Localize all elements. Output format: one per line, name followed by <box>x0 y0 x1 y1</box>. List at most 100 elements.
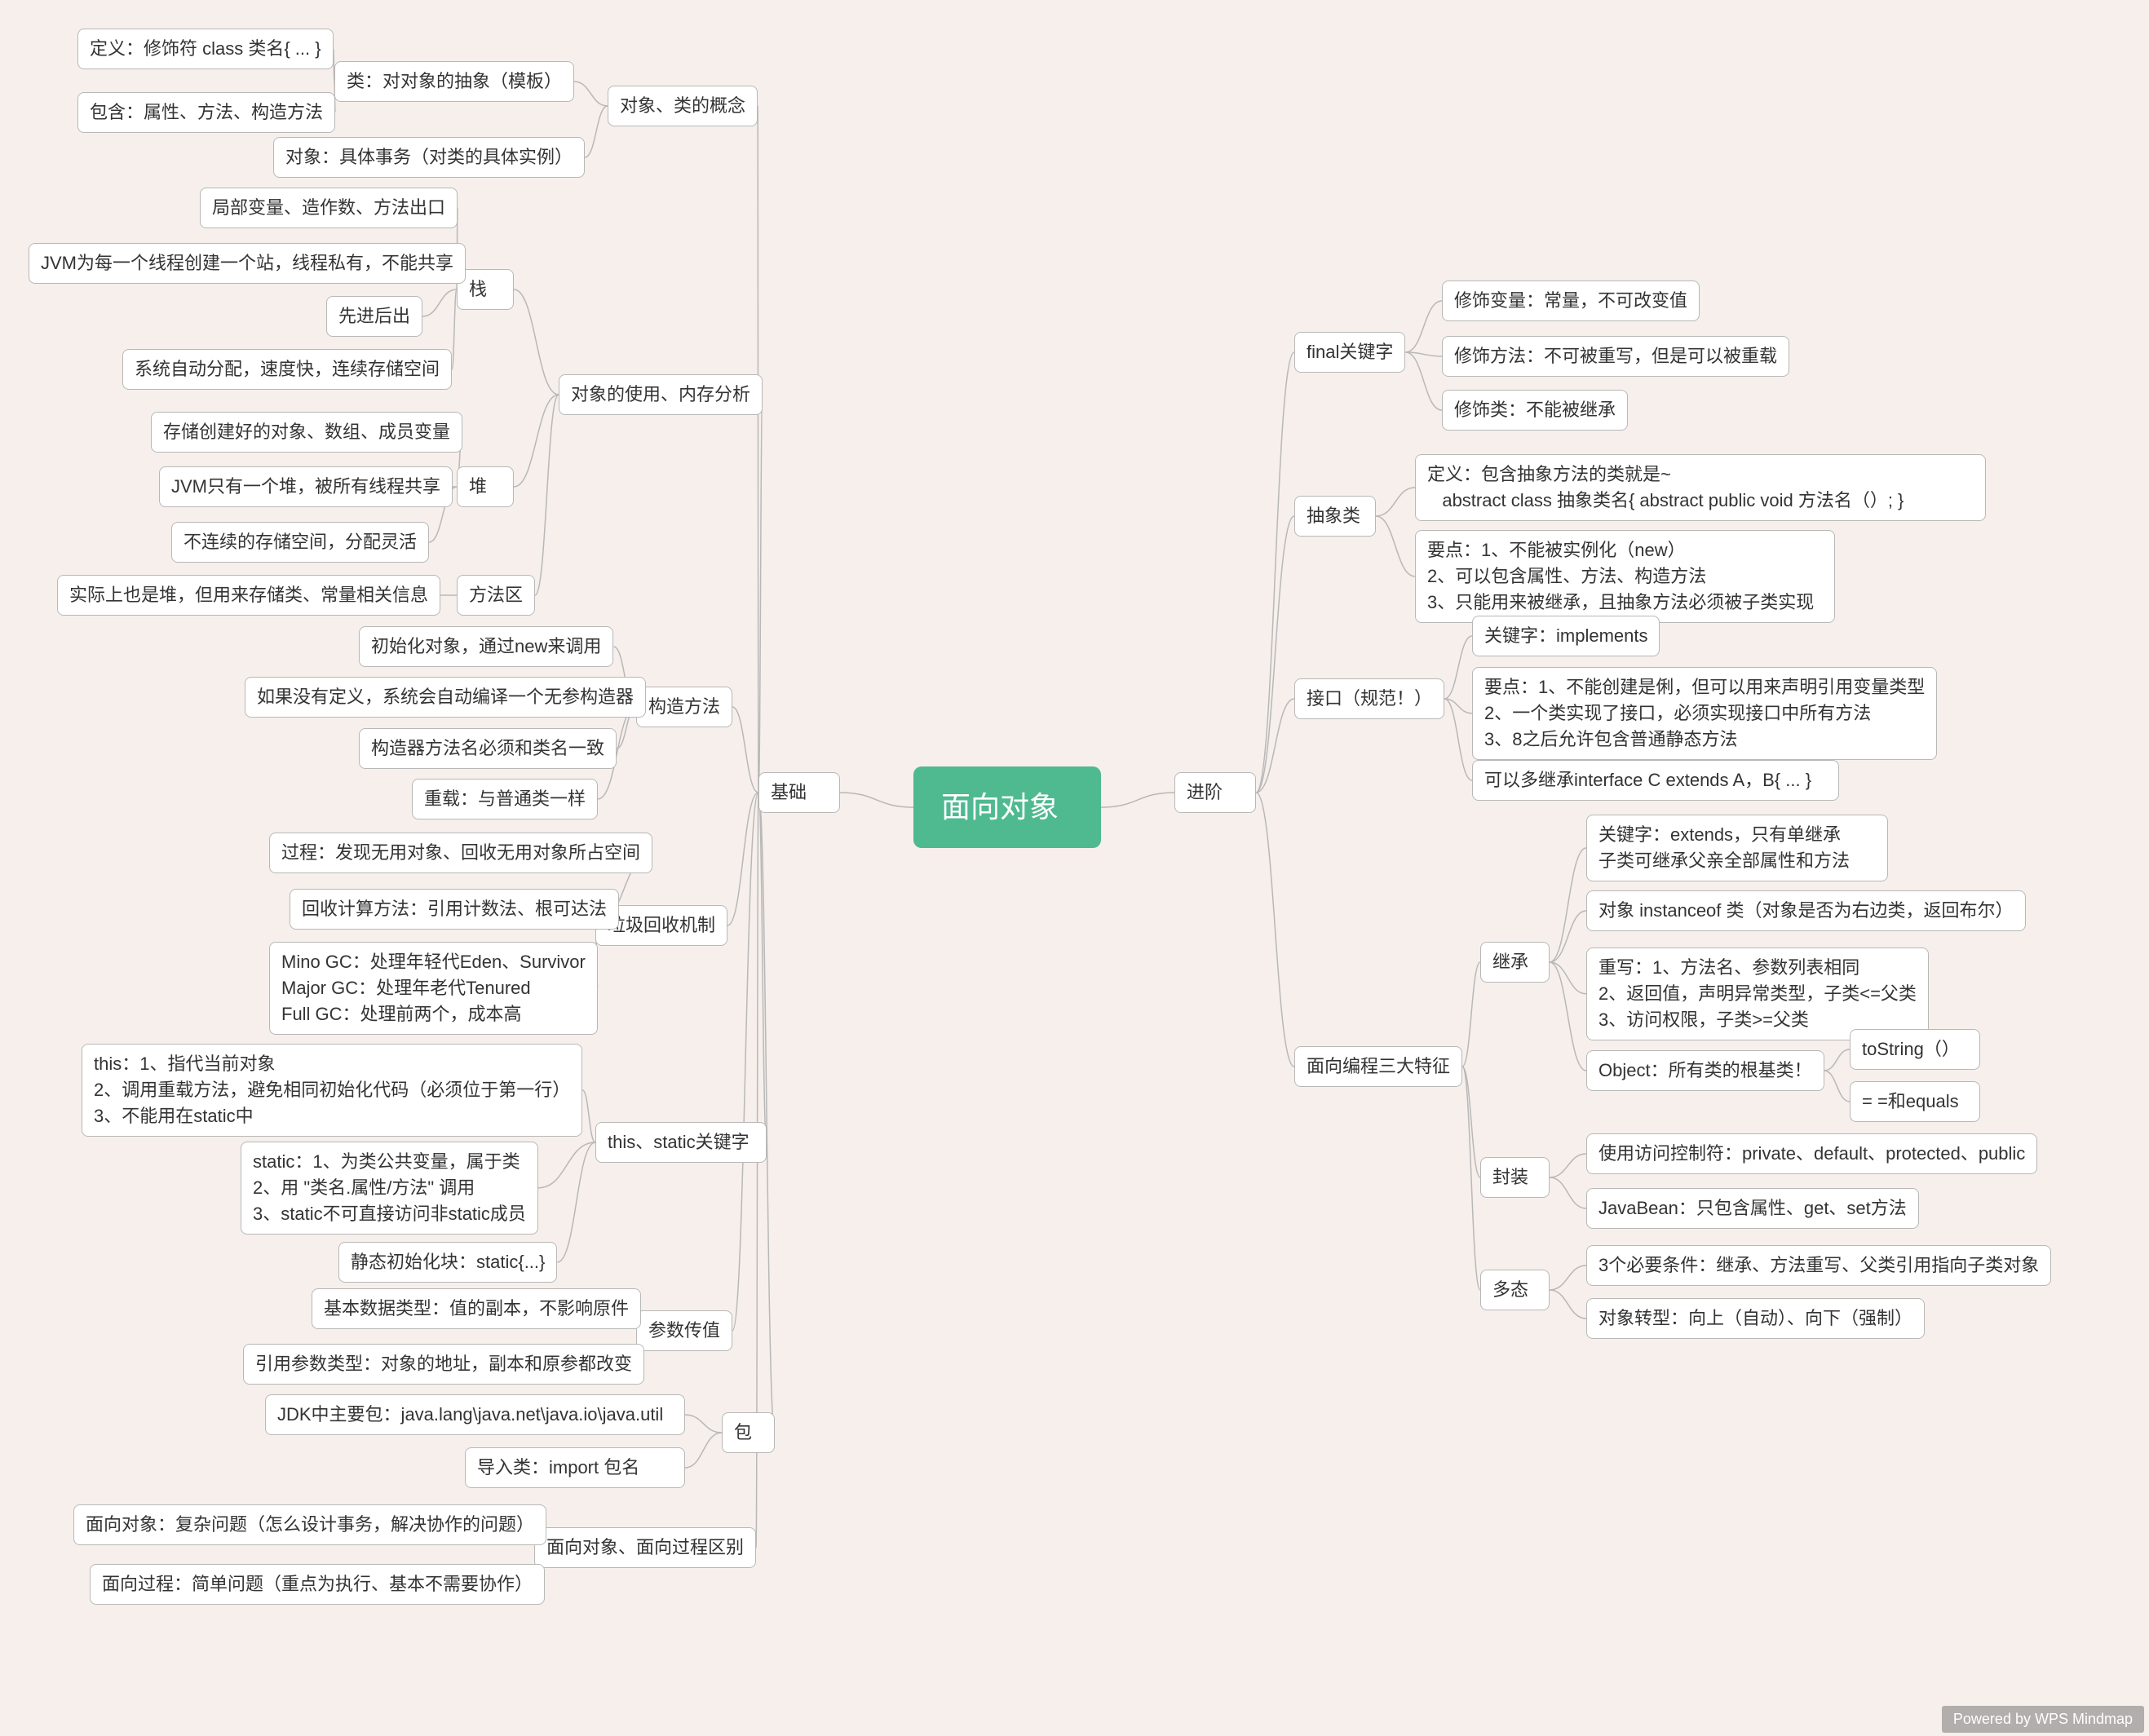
node-in4b[interactable]: = =和equals <box>1850 1081 1980 1122</box>
node-in4[interactable]: Object：所有类的根基类！ <box>1586 1050 1824 1091</box>
edge-adv-final <box>1256 352 1294 793</box>
node-pa2[interactable]: 引用参数类型：对象的地址，副本和原参都改变 <box>243 1344 644 1385</box>
node-st4[interactable]: 系统自动分配，速度快，连续存储空间 <box>122 349 452 390</box>
node-objcls[interactable]: 对象、类的概念 <box>608 86 758 126</box>
node-fn2[interactable]: 修饰方法：不可被重写，但是可以被重载 <box>1442 336 1789 377</box>
edge-basic-memuse <box>758 395 763 793</box>
node-pl2[interactable]: 对象转型：向上（自动）、向下（强制） <box>1586 1298 1925 1339</box>
node-abstr[interactable]: 抽象类 <box>1294 496 1376 537</box>
node-pa1[interactable]: 基本数据类型：值的副本，不影响原件 <box>312 1288 641 1329</box>
node-in1[interactable]: 关键字：extends，只有单继承 子类可继承父亲全部属性和方法 <box>1586 815 1888 881</box>
edge-inh-in3 <box>1550 962 1586 994</box>
node-if1[interactable]: 关键字：implements <box>1472 616 1660 656</box>
node-hp2[interactable]: JVM只有一个堆，被所有线程共享 <box>159 466 453 507</box>
node-thst[interactable]: this、static关键字 <box>595 1122 767 1163</box>
node-param[interactable]: 参数传值 <box>636 1310 732 1351</box>
edge-final-fn1 <box>1405 301 1442 352</box>
node-final[interactable]: final关键字 <box>1294 332 1405 373</box>
node-gc1[interactable]: 过程：发现无用对象、回收无用对象所占空间 <box>269 833 652 873</box>
node-th2[interactable]: static：1、为类公共变量，属于类 2、用 "类名.属性/方法" 调用 3、… <box>241 1142 538 1235</box>
edge-memuse-mtd <box>535 395 559 595</box>
edge-poly-pl2 <box>1550 1290 1586 1319</box>
node-mtd[interactable]: 方法区 <box>457 575 535 616</box>
node-th1[interactable]: this：1、指代当前对象 2、调用重载方法，避免相同初始化代码（必须位于第一行… <box>82 1044 582 1137</box>
node-three[interactable]: 面向编程三大特征 <box>1294 1046 1462 1087</box>
edge-three-inh <box>1462 962 1480 1067</box>
edge-basic-gc <box>727 793 758 925</box>
node-if2[interactable]: 要点：1、不能创建是俐，但可以用来声明引用变量类型 2、一个类实现了接口，必须实… <box>1472 667 1937 760</box>
watermark-badge: Powered by WPS Mindmap <box>1942 1706 2144 1733</box>
edge-basic-ctor <box>732 707 758 793</box>
node-cls_inc[interactable]: 包含：属性、方法、构造方法 <box>77 92 335 133</box>
node-ct1[interactable]: 初始化对象，通过new来调用 <box>359 626 613 667</box>
node-ct4[interactable]: 重载：与普通类一样 <box>412 779 598 819</box>
node-heap[interactable]: 堆 <box>457 466 514 507</box>
node-df2[interactable]: 面向过程：简单问题（重点为执行、基本不需要协作） <box>90 1564 545 1605</box>
node-mtd1[interactable]: 实际上也是堆，但用来存储类、常量相关信息 <box>57 575 440 616</box>
edge-final-fn3 <box>1405 352 1442 410</box>
node-pk1[interactable]: JDK中主要包：java.lang\java.net\java.io\java.… <box>265 1394 685 1435</box>
node-ct2[interactable]: 如果没有定义，系统会自动编译一个无参构造器 <box>245 677 646 718</box>
node-inh[interactable]: 继承 <box>1480 942 1550 983</box>
node-obj[interactable]: 对象：具体事务（对类的具体实例） <box>273 137 585 178</box>
edge-objcls-cls <box>574 82 608 106</box>
node-hp1[interactable]: 存储创建好的对象、数组、成员变量 <box>151 412 462 453</box>
edge-inh-in1 <box>1550 848 1586 962</box>
node-ctor[interactable]: 构造方法 <box>636 687 732 727</box>
node-st2[interactable]: JVM为每一个线程创建一个站，线程私有，不能共享 <box>29 243 466 284</box>
node-en2[interactable]: JavaBean：只包含属性、get、set方法 <box>1586 1188 1919 1229</box>
node-st1[interactable]: 局部变量、造作数、方法出口 <box>200 188 458 228</box>
node-ab1[interactable]: 定义：包含抽象方法的类就是~ abstract class 抽象类名{ abst… <box>1415 454 1986 521</box>
edge-inh-in4 <box>1550 962 1586 1071</box>
edge-abstr-ab2 <box>1376 516 1415 576</box>
node-fn3[interactable]: 修饰类：不能被继承 <box>1442 390 1628 431</box>
node-in4a[interactable]: toString（） <box>1850 1029 1980 1070</box>
node-en1[interactable]: 使用访问控制符：private、default、protected、public <box>1586 1133 2037 1174</box>
node-cls[interactable]: 类：对对象的抽象（模板） <box>334 61 574 102</box>
edge-iface-if1 <box>1444 636 1472 699</box>
node-iface[interactable]: 接口（规范！） <box>1294 678 1444 719</box>
edge-in4-in4b <box>1824 1071 1850 1102</box>
node-root[interactable]: 面向对象 <box>913 766 1101 848</box>
edge-thst-th1 <box>582 1090 595 1142</box>
edge-objcls-obj <box>585 106 608 157</box>
node-pl1[interactable]: 3个必要条件：继承、方法重写、父类引用指向子类对象 <box>1586 1245 2051 1286</box>
node-pkg[interactable]: 包 <box>722 1412 775 1453</box>
edge-thst-th2 <box>538 1142 595 1188</box>
node-diff[interactable]: 面向对象、面向过程区别 <box>534 1527 756 1568</box>
node-enc[interactable]: 封装 <box>1480 1157 1550 1198</box>
node-basic[interactable]: 基础 <box>758 772 840 813</box>
node-memuse[interactable]: 对象的使用、内存分析 <box>559 374 763 415</box>
edge-basic-param <box>732 793 758 1331</box>
edge-basic-thst <box>758 793 767 1142</box>
node-th3[interactable]: 静态初始化块：static{...} <box>338 1242 557 1283</box>
node-poly[interactable]: 多态 <box>1480 1270 1550 1310</box>
node-hp3[interactable]: 不连续的存储空间，分配灵活 <box>171 522 429 563</box>
edge-adv-abstr <box>1256 516 1294 793</box>
edge-three-poly <box>1462 1067 1480 1290</box>
edge-iface-if2 <box>1444 699 1472 713</box>
node-pk2[interactable]: 导入类：import 包名 <box>465 1447 685 1488</box>
edge-enc-en2 <box>1550 1177 1586 1208</box>
node-adv[interactable]: 进阶 <box>1174 772 1256 813</box>
mindmap-canvas: Powered by WPS Mindmap 面向对象 基础 进阶 对象、类的概念类：… <box>0 0 2149 1736</box>
node-fn1[interactable]: 修饰变量：常量，不可改变值 <box>1442 280 1700 321</box>
node-df1[interactable]: 面向对象：复杂问题（怎么设计事务，解决协作的问题） <box>73 1504 546 1545</box>
edge-enc-en1 <box>1550 1154 1586 1177</box>
edge-memuse-stack <box>514 289 559 395</box>
edge-root-basic <box>840 793 913 807</box>
node-if3[interactable]: 可以多继承interface C extends A，B{ ... } <box>1472 760 1839 801</box>
node-gc3[interactable]: Mino GC：处理年轻代Eden、Survivor Major GC：处理年老… <box>269 942 598 1035</box>
node-st3[interactable]: 先进后出 <box>326 296 422 337</box>
edge-basic-pkg <box>758 793 775 1433</box>
edge-root-adv <box>1101 793 1174 807</box>
node-in2[interactable]: 对象 instanceof 类（对象是否为右边类，返回布尔） <box>1586 890 2026 931</box>
edge-pkg-pk1 <box>685 1415 722 1433</box>
edge-stack-st3 <box>422 289 457 316</box>
node-cls_def[interactable]: 定义：修饰符 class 类名{ ... } <box>77 29 334 69</box>
node-gc2[interactable]: 回收计算方法：引用计数法、根可达法 <box>290 889 619 930</box>
node-ab2[interactable]: 要点：1、不能被实例化（new） 2、可以包含属性、方法、构造方法 3、只能用来… <box>1415 530 1835 623</box>
node-in3[interactable]: 重写：1、方法名、参数列表相同 2、返回值，声明异常类型，子类<=父类 3、访问… <box>1586 948 1929 1040</box>
node-ct3[interactable]: 构造器方法名必须和类名一致 <box>359 728 617 769</box>
edge-abstr-ab1 <box>1376 488 1415 516</box>
